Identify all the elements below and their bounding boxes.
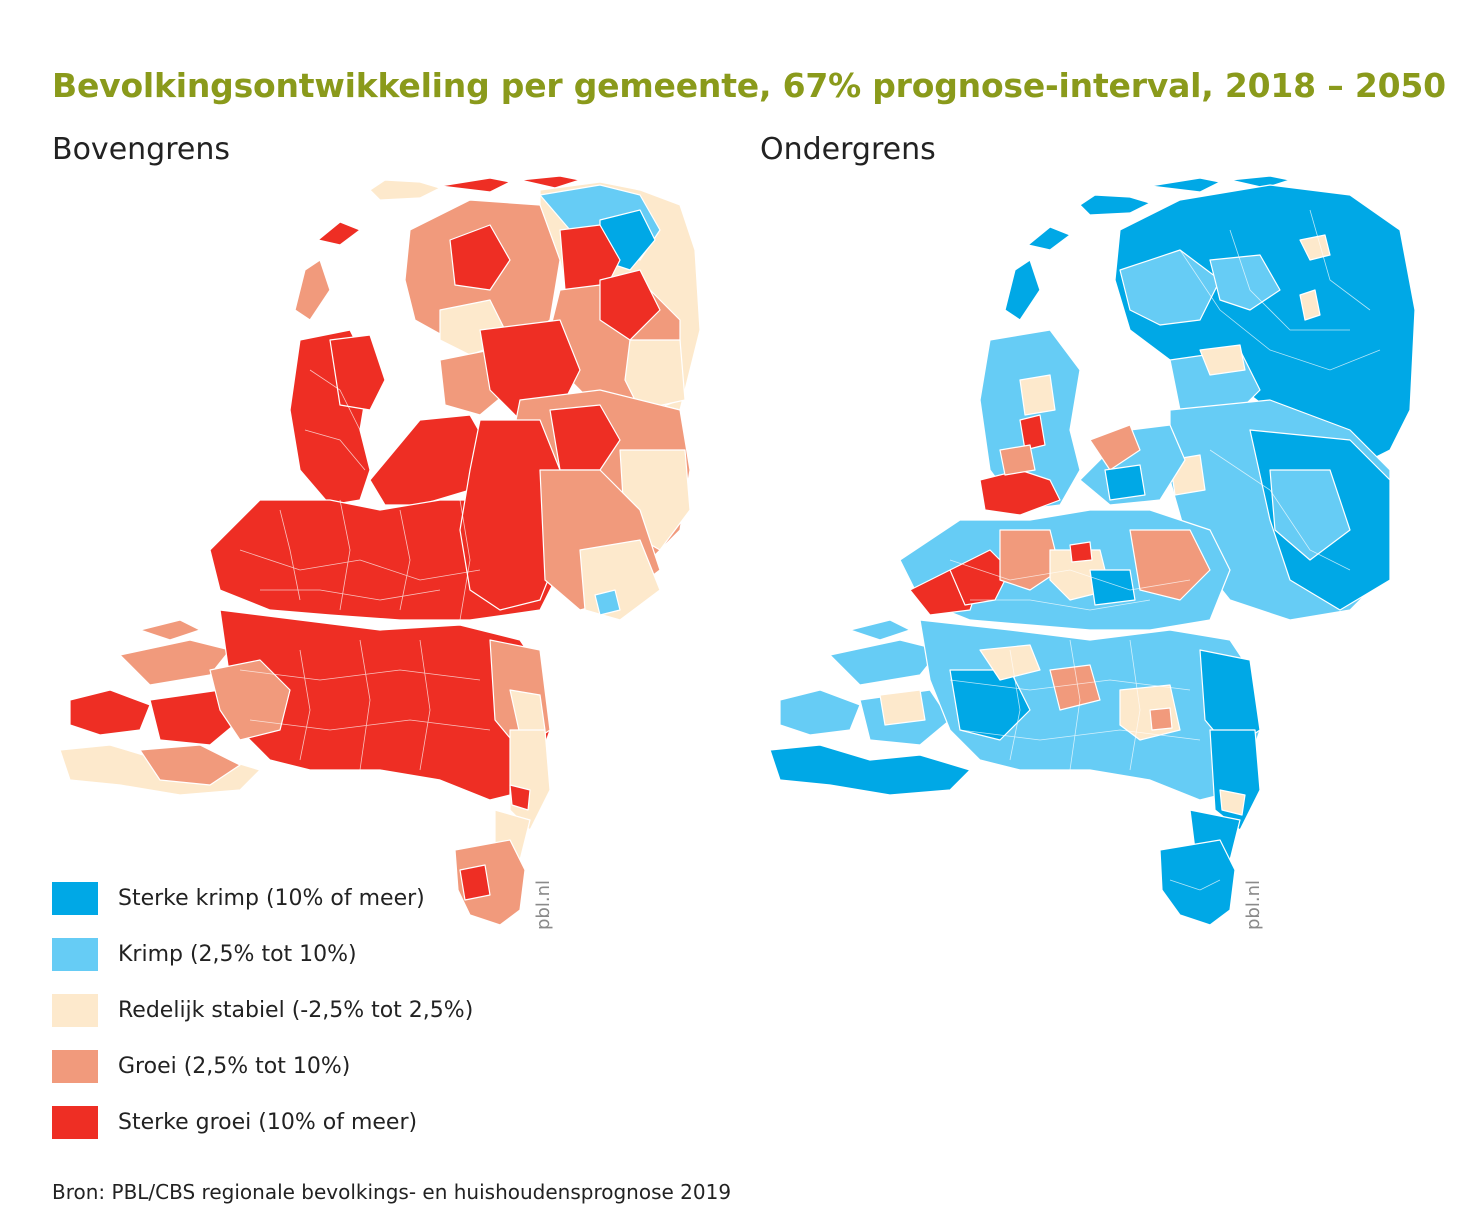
region-nh-stable bbox=[1019, 374, 1056, 416]
region-limburg-stable bbox=[1219, 789, 1246, 816]
region-drenthe-stable bbox=[624, 339, 686, 411]
region-zeeland-3 bbox=[849, 619, 911, 641]
legend-label: Redelijk stabiel (-2,5% tot 2,5%) bbox=[118, 997, 474, 1023]
chart-title: Bevolkingsontwikkeling per gemeente, 67%… bbox=[52, 66, 1446, 105]
region-zeeland-2 bbox=[119, 639, 231, 686]
legend-swatch bbox=[52, 1049, 98, 1083]
map-ondergrens bbox=[769, 175, 1416, 926]
region-west-friesland bbox=[329, 334, 386, 411]
legend-swatch bbox=[52, 937, 98, 971]
region-randstad-groei bbox=[999, 529, 1061, 591]
legend-swatch bbox=[52, 881, 98, 915]
region-nh-groei bbox=[999, 444, 1036, 476]
region-sterk-krimp-mid bbox=[1089, 569, 1136, 606]
region-nh-red bbox=[1019, 414, 1046, 451]
region-brabant-groei2 bbox=[1149, 707, 1173, 731]
island bbox=[519, 175, 581, 189]
region-zeeland-stable bbox=[879, 689, 926, 726]
region-zeeland-1 bbox=[69, 689, 151, 736]
region-rotterdam-red bbox=[949, 549, 1011, 606]
island bbox=[294, 259, 331, 321]
legend-swatch bbox=[52, 1105, 98, 1139]
legend-item-sterke-groei: Sterke groei (10% of meer) bbox=[52, 1094, 473, 1150]
region-friesland-krimp2 bbox=[1209, 254, 1281, 311]
island bbox=[1079, 194, 1151, 216]
island bbox=[1229, 175, 1291, 189]
region-zeeland-2 bbox=[829, 639, 941, 686]
legend-label: Groei (2,5% tot 10%) bbox=[118, 1053, 351, 1079]
region-brabant-groei bbox=[209, 659, 291, 741]
region-achterhoek-krimp bbox=[594, 589, 621, 616]
region-zeeuws-vlaanderen bbox=[769, 744, 971, 796]
region-almere-groei bbox=[1089, 424, 1141, 471]
legend-label: Krimp (2,5% tot 10%) bbox=[118, 941, 357, 967]
region-zeeland-3 bbox=[139, 619, 201, 641]
region-twente-krimp bbox=[1269, 469, 1351, 561]
island bbox=[1149, 177, 1221, 193]
region-gelderland bbox=[459, 419, 561, 611]
legend-item-groei: Groei (2,5% tot 10%) bbox=[52, 1038, 473, 1094]
island bbox=[439, 177, 511, 193]
map-label-bovengrens: Bovengrens bbox=[52, 132, 230, 167]
region-groningen-stable bbox=[1299, 289, 1321, 321]
island bbox=[369, 179, 441, 201]
region-friesland-red bbox=[449, 224, 511, 291]
region-limburg-south bbox=[1159, 839, 1236, 926]
region-limburg-south bbox=[454, 839, 526, 926]
legend: Sterke krimp (10% of meer) Krimp (2,5% t… bbox=[52, 870, 473, 1150]
map-label-ondergrens: Ondergrens bbox=[760, 132, 936, 167]
island bbox=[1027, 226, 1071, 251]
legend-label: Sterke groei (10% of meer) bbox=[118, 1109, 418, 1135]
source-note: Bron: PBL/CBS regionale bevolkings- en h… bbox=[52, 1180, 732, 1204]
region-brabant-groei bbox=[1049, 664, 1101, 711]
legend-swatch bbox=[52, 993, 98, 1027]
island bbox=[317, 221, 361, 246]
legend-label: Sterke krimp (10% of meer) bbox=[118, 885, 425, 911]
region-limburg-south-red bbox=[459, 864, 491, 901]
region-zeeland-4 bbox=[149, 689, 241, 746]
region-overijssel-red bbox=[549, 404, 621, 471]
region-zeeuws-vlaanderen-2 bbox=[139, 744, 241, 786]
region-lelystad-krimp bbox=[1104, 464, 1146, 501]
legend-item-redelijk-stabiel: Redelijk stabiel (-2,5% tot 2,5%) bbox=[52, 982, 473, 1038]
region-limburg-north bbox=[509, 729, 551, 831]
region-utrecht-red bbox=[1069, 541, 1093, 563]
legend-item-sterke-krimp: Sterke krimp (10% of meer) bbox=[52, 870, 473, 926]
map-bovengrens bbox=[59, 175, 701, 926]
credit-bovengrens: pbl.nl bbox=[533, 880, 554, 930]
credit-ondergrens: pbl.nl bbox=[1243, 880, 1264, 930]
island bbox=[1004, 259, 1041, 321]
region-drenthe-red bbox=[599, 269, 661, 341]
region-stable-a bbox=[1199, 344, 1246, 376]
region-brabant-stable bbox=[979, 644, 1041, 681]
region-limburg-red bbox=[509, 784, 531, 811]
region-zeeland-1 bbox=[779, 689, 861, 736]
region-gelderland-groei bbox=[1129, 529, 1211, 601]
legend-item-krimp: Krimp (2,5% tot 10%) bbox=[52, 926, 473, 982]
